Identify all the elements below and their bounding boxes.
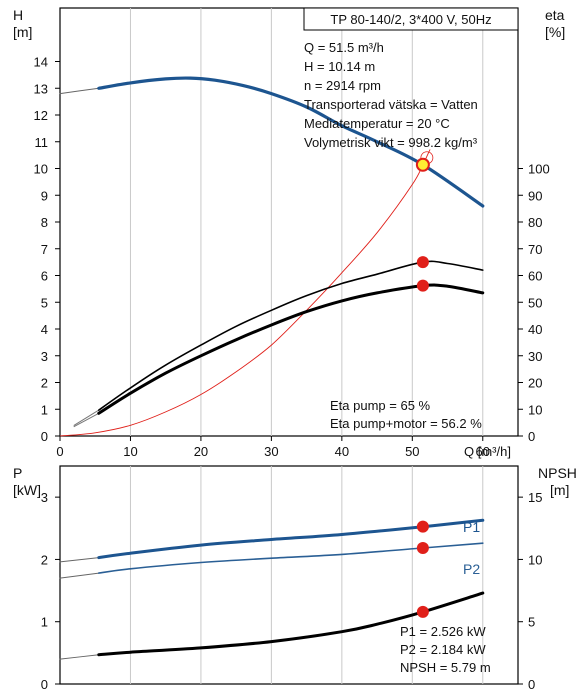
- h-axis-unit: [m]: [13, 24, 32, 40]
- top-plot-frame: [59, 7, 519, 437]
- h-tick-label: 10: [34, 162, 48, 177]
- bottom-info-block: P1 = 2.526 kW P2 = 2.184 kW NPSH = 5.79 …: [400, 624, 491, 675]
- p2-value-text: P2 = 2.184 kW: [400, 642, 486, 657]
- h-tick-label: 7: [41, 242, 48, 257]
- h-tick-label: 11: [35, 135, 49, 150]
- h-tick-label: 8: [41, 215, 48, 230]
- eta-tick-label: 10: [528, 402, 542, 417]
- eta-tick-label: 80: [528, 215, 542, 230]
- q-axis-label: Q [m³/h]: [464, 444, 511, 459]
- bottom-points: [416, 520, 429, 618]
- h-tick-label: 0: [41, 429, 48, 444]
- red-curve: [59, 149, 431, 437]
- p2-series-label: P2: [463, 561, 480, 577]
- eta-tick-label: 70: [528, 242, 542, 257]
- top-points: [415, 151, 434, 292]
- npsh-curve-extension: [59, 654, 100, 660]
- q-tick-label: 10: [123, 444, 137, 459]
- h-tick-label: 6: [41, 269, 48, 284]
- info-line-h: H = 10.14 m: [304, 59, 375, 74]
- eta-tick-label: 40: [528, 322, 542, 337]
- p-tick-label: 1: [41, 615, 48, 630]
- p-tick-label: 3: [41, 490, 48, 505]
- p1-series-label: P1: [463, 519, 480, 535]
- eta-pump-motor-curve-extension: [73, 412, 100, 428]
- q-tick-label: 40: [335, 444, 349, 459]
- npsh-tick-label: 15: [528, 490, 542, 505]
- eta-duty-point-marker: [416, 279, 429, 292]
- bottom-ticks: 0 1 2 3 0 5 10 15: [41, 490, 543, 692]
- p1-curve-extension: [59, 557, 100, 563]
- p2-curve-extension: [59, 572, 100, 579]
- eta-tick-label: 100: [528, 162, 550, 177]
- h-tick-label: 9: [41, 188, 48, 203]
- bottom-duty-point-marker: [416, 541, 429, 554]
- eta-tick-label: 0: [528, 429, 535, 444]
- info-line-n: n = 2914 rpm: [304, 78, 381, 93]
- h-tick-label: 2: [41, 376, 48, 391]
- info-line-density: Volymetrisk vikt = 998.2 kg/m³: [304, 135, 478, 150]
- eta-tick-label: 90: [528, 188, 542, 203]
- p-axis-label: P: [13, 465, 22, 481]
- info-line-q: Q = 51.5 m³/h: [304, 40, 384, 55]
- eta-tick-label: 20: [528, 376, 542, 391]
- eta-pump-curve-extension: [73, 409, 100, 426]
- q-tick-label: 50: [405, 444, 419, 459]
- npsh-axis-unit: [m]: [550, 482, 569, 498]
- header-box: [303, 7, 519, 31]
- bottom-plot-frame: [59, 465, 519, 685]
- top-ticks: 0123456789101112131401020304050607080901…: [34, 55, 550, 460]
- top-info-block: Q = 51.5 m³/h H = 10.14 m n = 2914 rpm T…: [304, 40, 478, 150]
- h-tick-label: 3: [41, 349, 48, 364]
- bottom-duty-point-marker: [416, 520, 429, 533]
- npsh-value-text: NPSH = 5.79 m: [400, 660, 491, 675]
- p-tick-label: 2: [41, 552, 48, 567]
- p-tick-label: 0: [41, 677, 48, 692]
- head-curve: [97, 76, 485, 208]
- chart-title: TP 80-140/2, 3*400 V, 50Hz: [330, 12, 491, 27]
- bottom-duty-point-marker: [416, 605, 429, 618]
- p1-value-text: P1 = 2.526 kW: [400, 624, 486, 639]
- npsh-tick-label: 0: [528, 677, 535, 692]
- p-axis-unit: [kW]: [13, 482, 41, 498]
- h-tick-label: 12: [34, 108, 48, 123]
- npsh-tick-label: 5: [528, 615, 535, 630]
- q-tick-label: 20: [194, 444, 208, 459]
- h-tick-label: 5: [41, 295, 48, 310]
- h-tick-label: 1: [41, 402, 48, 417]
- eta-pump-text: Eta pump = 65 %: [330, 398, 431, 413]
- eta-axis-label: eta: [545, 7, 565, 23]
- eta-info-block: Eta pump = 65 % Eta pump+motor = 56.2 %: [330, 398, 482, 431]
- eta-pump-motor-text: Eta pump+motor = 56.2 %: [330, 416, 482, 431]
- h-tick-label: 14: [34, 55, 48, 70]
- q-tick-label: 0: [56, 444, 63, 459]
- head-curve-extension: [59, 87, 100, 95]
- duty-point-marker: [415, 157, 430, 172]
- eta-duty-point-marker: [416, 256, 429, 269]
- info-line-temp: Mediatemperatur = 20 °C: [304, 116, 450, 131]
- npsh-curve: [97, 591, 485, 657]
- q-tick-label: 60: [476, 444, 490, 459]
- h-axis-label: H: [13, 7, 23, 23]
- eta-tick-label: 60: [528, 269, 542, 284]
- eta-tick-label: 30: [528, 349, 542, 364]
- eta-axis-unit: [%]: [545, 24, 565, 40]
- eta-tick-label: 50: [528, 295, 542, 310]
- npsh-axis-label: NPSH: [538, 465, 577, 481]
- h-tick-label: 13: [34, 81, 48, 96]
- npsh-tick-label: 10: [528, 552, 542, 567]
- q-tick-label: 30: [264, 444, 278, 459]
- h-tick-label: 4: [41, 322, 48, 337]
- info-line-liquid: Transporterad vätska = Vatten: [304, 97, 478, 112]
